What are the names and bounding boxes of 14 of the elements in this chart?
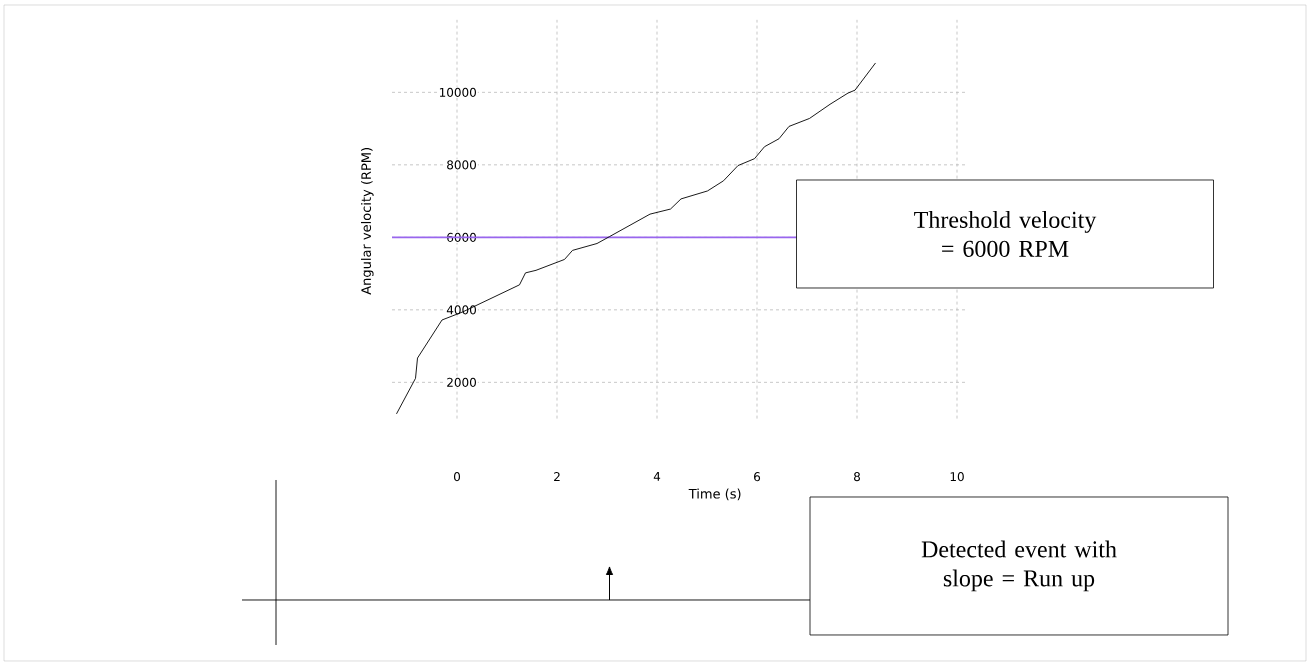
x-tick-label: 2 xyxy=(554,472,560,482)
x-tick-label: 8 xyxy=(854,472,860,482)
y-tick-label: 8000 xyxy=(447,160,477,170)
x-tick-label: 4 xyxy=(653,472,661,481)
x-tick-label: 10 xyxy=(950,472,964,482)
y-axis-title: Angular velocity (RPM) xyxy=(360,147,374,295)
x-tick-label: 6 xyxy=(754,472,761,482)
y-tick-label: 10000 xyxy=(439,87,476,97)
y-tick-label: 2000 xyxy=(447,377,477,387)
text: Detected event with slope = Run up xyxy=(921,540,1117,592)
x-tick-label: 0 xyxy=(453,472,461,482)
x-axis-title: Time (s) xyxy=(688,488,741,501)
line-series xyxy=(396,62,876,415)
ref-line-label: Threshold velocity = 6000 RPM xyxy=(914,211,1097,257)
